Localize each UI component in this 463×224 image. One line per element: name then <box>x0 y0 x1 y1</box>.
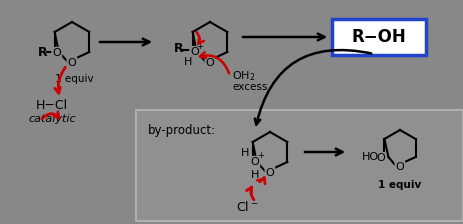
Text: catalytic: catalytic <box>28 114 76 124</box>
FancyBboxPatch shape <box>332 19 426 55</box>
Text: +: + <box>196 41 203 50</box>
Text: O: O <box>52 48 61 58</box>
Text: by-product:: by-product: <box>148 123 216 136</box>
Text: 1 equiv: 1 equiv <box>55 74 94 84</box>
Text: R: R <box>174 41 183 54</box>
Text: OH$_2$: OH$_2$ <box>232 69 256 83</box>
Text: 1 equiv: 1 equiv <box>378 180 422 190</box>
Text: +: + <box>257 151 264 159</box>
FancyBboxPatch shape <box>136 110 463 221</box>
Text: excess: excess <box>232 82 267 92</box>
Text: O: O <box>206 58 214 68</box>
Text: R−OH: R−OH <box>351 28 407 46</box>
Text: O: O <box>395 162 404 172</box>
Text: O: O <box>376 153 385 163</box>
Text: O: O <box>68 58 76 68</box>
Text: H: H <box>250 170 259 180</box>
Text: HO: HO <box>362 152 379 162</box>
Text: O: O <box>266 168 275 178</box>
Text: H: H <box>240 148 249 158</box>
Text: H: H <box>183 57 192 67</box>
Text: O: O <box>250 157 259 167</box>
Text: H−Cl: H−Cl <box>36 99 68 112</box>
Text: Cl$^-$: Cl$^-$ <box>237 200 259 214</box>
Text: O: O <box>190 47 199 57</box>
Text: R: R <box>38 45 48 58</box>
